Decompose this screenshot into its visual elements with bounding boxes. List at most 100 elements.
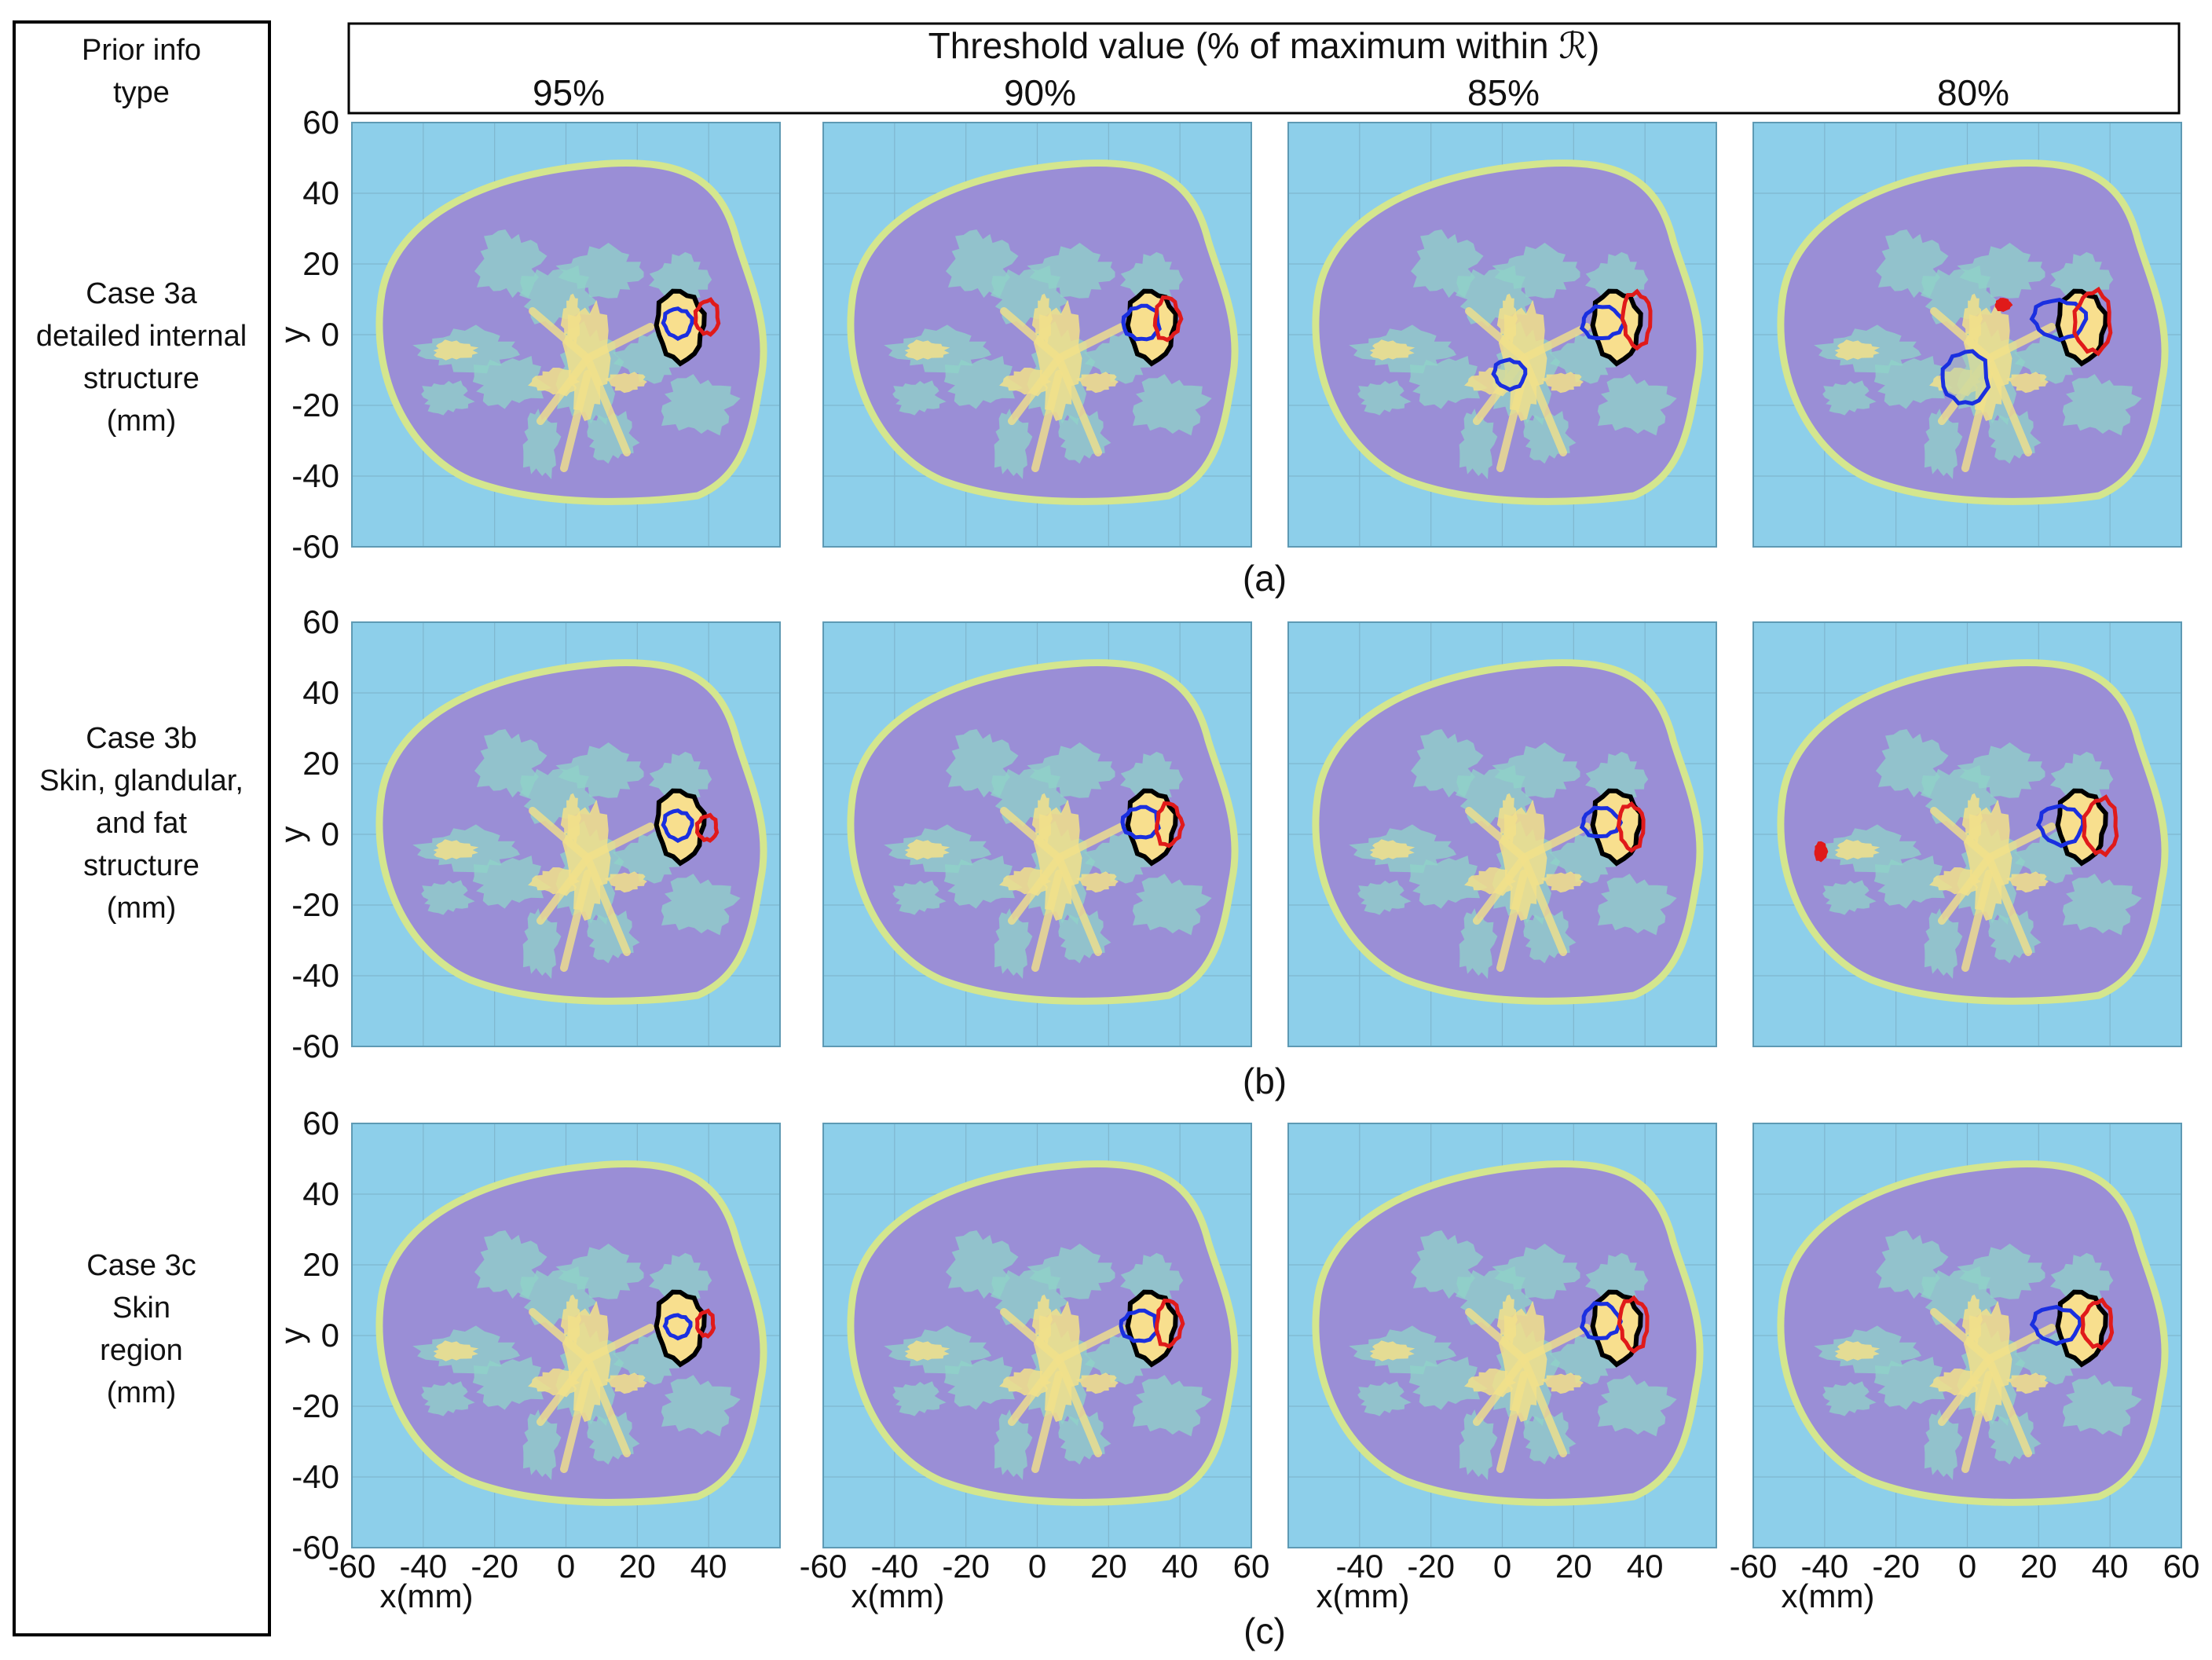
x-tick-label: 20	[1555, 1548, 1592, 1585]
panel-r2-c2	[822, 621, 1252, 1047]
tissue-branch	[560, 1371, 591, 1473]
tissue-branch	[1930, 807, 1993, 862]
red-reconstruction-contour	[1620, 288, 1653, 351]
row-c-line-1: Case 3c	[86, 1249, 196, 1282]
dense-tissue	[1496, 1294, 1518, 1346]
y-tick-label: 60	[302, 1105, 339, 1141]
panel-r1-c3	[1287, 122, 1717, 548]
tissue-branch	[1055, 823, 1126, 862]
panel-r1-c1	[351, 122, 781, 548]
tissue-branch	[1008, 1355, 1063, 1426]
blue-reconstruction-contour	[2029, 1304, 2082, 1347]
fibroglandular-tissue	[1492, 1244, 1580, 1299]
tissue-branch	[537, 1355, 591, 1426]
y-tick-label: 20	[302, 1246, 339, 1283]
fibroglandular-tissue	[421, 380, 475, 416]
fibroglandular-tissue	[1459, 908, 1498, 979]
tissue-branch	[1055, 1324, 1126, 1363]
fibroglandular-tissue	[1027, 243, 1115, 299]
tissue-branch	[1473, 1355, 1528, 1426]
fibroglandular-tissue	[1822, 380, 1877, 416]
red-reconstruction-contour	[694, 812, 720, 843]
dense-tissue	[1541, 1372, 1584, 1394]
left-panel-row-a: Case 3a detailed internal structure (mm)	[36, 277, 247, 438]
tissue-branch	[1985, 854, 2032, 956]
y-axis-label: y	[273, 327, 310, 343]
tissue-branch	[1938, 1355, 1993, 1426]
left-panel-frame	[13, 20, 271, 1636]
fibroglandular-tissue	[1597, 1375, 1677, 1437]
dense-tissue	[1541, 372, 1584, 394]
dense-tissue	[433, 339, 479, 361]
tissue-branch	[1055, 323, 1126, 362]
blue-reconstruction-contour	[661, 306, 694, 341]
threshold-col-95: 95%	[533, 72, 605, 113]
y-tick-label: 0	[321, 316, 339, 353]
red-reconstruction-contour	[694, 1308, 716, 1339]
tissue-branch	[584, 1355, 631, 1457]
panel-r3-c4	[1752, 1123, 2182, 1548]
blue-reconstruction-contour	[1119, 1308, 1159, 1343]
tissue-branch	[1000, 1308, 1063, 1363]
dense-tissue	[2006, 871, 2049, 893]
y-tick-label: 40	[302, 674, 339, 711]
panel-frame	[351, 1123, 781, 1548]
fibroglandular-tissue	[1120, 751, 1184, 808]
fibroglandular-tissue	[421, 880, 475, 915]
dense-tissue	[1031, 293, 1053, 345]
red-reconstruction-contour	[1616, 801, 1646, 853]
y-tick-label: -60	[291, 528, 339, 565]
x-tick-label: -40	[1335, 1548, 1383, 1585]
fibroglandular-tissue	[943, 356, 1023, 409]
fibroglandular-tissue	[1873, 856, 1953, 909]
row-caption-c: (c)	[1243, 1611, 1286, 1651]
tissue-branch	[1496, 1371, 1528, 1473]
fibroglandular-tissue	[649, 751, 712, 808]
tissue-branch	[537, 354, 591, 425]
fibroglandular-tissue	[1132, 1375, 1212, 1437]
tissue-branch	[1520, 1355, 1567, 1457]
true-tumor-contour	[654, 788, 707, 867]
red-reconstruction-contour	[2082, 794, 2119, 858]
row-a-line-2: detailed internal	[36, 320, 247, 353]
threshold-header-title: Threshold value (% of maximum within ℛ)	[928, 25, 1600, 66]
fibroglandular-tissue	[1408, 1357, 1488, 1410]
fibroglandular-tissue	[522, 908, 562, 979]
dense-tissue	[1031, 1294, 1053, 1346]
blue-reconstruction-contour	[1121, 303, 1162, 342]
fibroglandular-tissue	[555, 243, 644, 299]
fibroglandular-tissue	[2050, 251, 2114, 308]
blue-reconstruction-contour	[1120, 804, 1161, 840]
panel-r2-c3	[1287, 621, 1717, 1047]
fibroglandular-tissue	[994, 409, 1033, 479]
x-tick-label: -60	[1730, 1548, 1778, 1585]
fibroglandular-tissue	[1957, 1244, 2045, 1299]
tissue-branch	[560, 370, 591, 472]
dense-tissue	[1076, 1372, 1119, 1394]
fibroglandular-tissue	[1873, 1357, 1953, 1410]
y-tick-label: 0	[321, 1317, 339, 1354]
left-panel-header: Prior info type	[82, 34, 201, 109]
row-b-line-4: structure	[83, 849, 200, 882]
fibroglandular-tissue	[943, 856, 1023, 909]
fibroglandular-tissue	[1924, 1409, 1963, 1480]
red-reconstruction-contour	[693, 297, 721, 337]
tissue-branch	[1520, 323, 1591, 362]
tissue-branch	[1465, 1308, 1528, 1363]
y-tick-label: 40	[302, 1175, 339, 1212]
fibroglandular-tissue	[1357, 380, 1412, 416]
x-tick-label: 0	[1958, 1548, 1976, 1585]
fibroglandular-tissue	[472, 1357, 551, 1410]
panel-r3-c3	[1287, 1123, 1717, 1548]
true-tumor-contour	[1125, 288, 1178, 367]
blue-reconstruction-contour	[662, 1313, 693, 1341]
x-tick-label: -40	[870, 1548, 918, 1585]
panel-r2-c4	[1752, 621, 2182, 1047]
dense-tissue	[605, 1372, 647, 1394]
dense-tissue	[605, 871, 647, 893]
fibroglandular-tissue	[1492, 742, 1580, 798]
dense-tissue	[560, 293, 581, 345]
panel-frame	[1287, 621, 1717, 1047]
fibroglandular-tissue	[2062, 374, 2142, 436]
red-reconstruction-contour	[1814, 841, 1829, 863]
